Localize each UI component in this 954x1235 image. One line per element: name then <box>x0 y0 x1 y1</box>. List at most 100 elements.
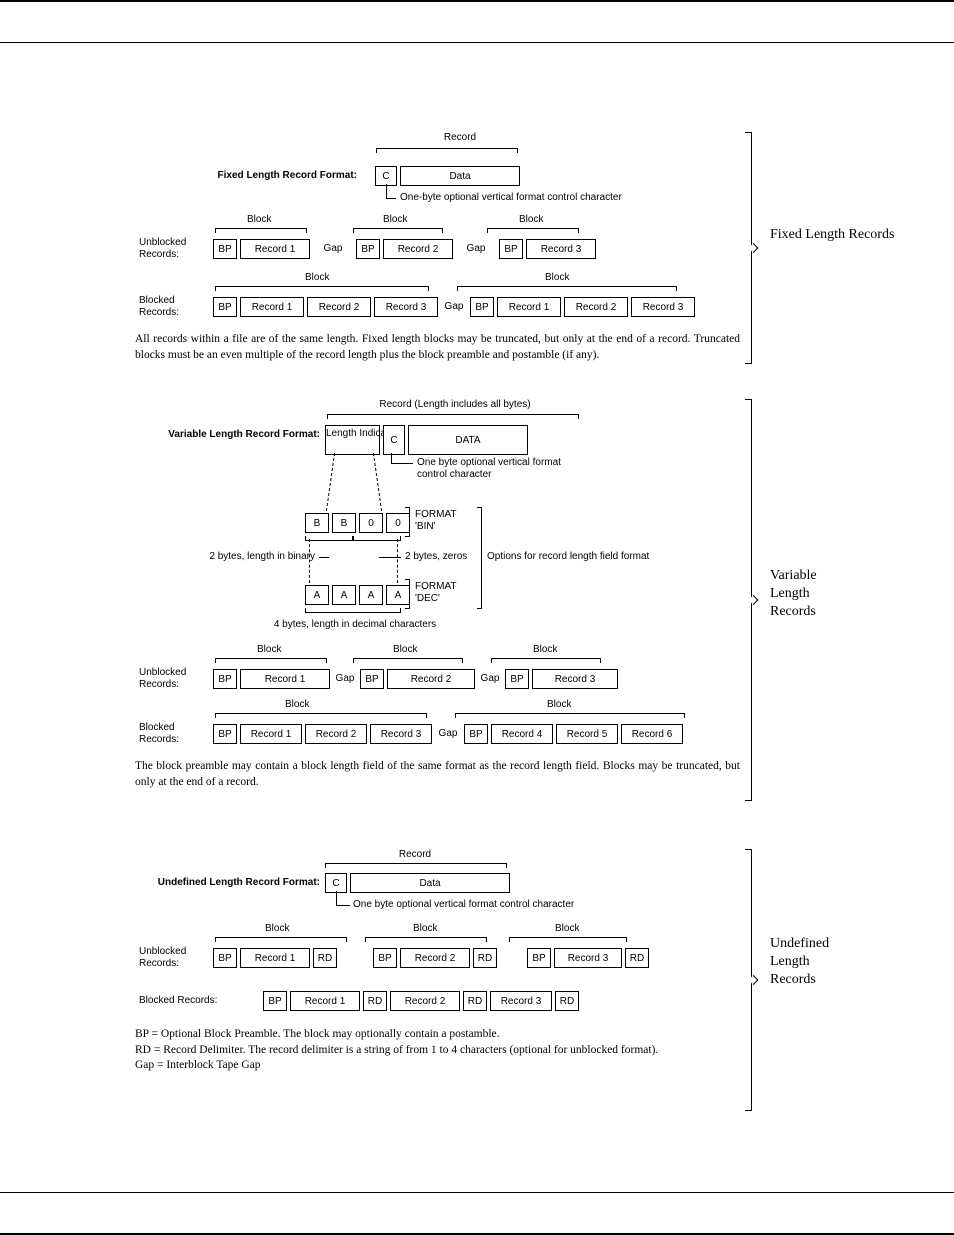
section-variable: Record (Length includes all bytes) Varia… <box>135 399 935 837</box>
record-brace-label: Record <box>390 849 440 860</box>
block-label: Block <box>257 644 281 655</box>
cell-r2: Record 2 <box>400 948 470 968</box>
cell-r3: Record 3 <box>370 724 432 744</box>
cell-r3: Record 3 <box>490 991 552 1011</box>
blocked-label: Blocked Records: <box>139 995 259 1006</box>
cell-bp: BP <box>464 724 488 744</box>
cell-rd: RD <box>555 991 579 1011</box>
blocked-label: Blocked Records: <box>139 722 207 746</box>
cell-rd: RD <box>473 948 497 968</box>
one-byte-note: One-byte optional vertical format contro… <box>400 192 622 203</box>
variable-paragraph: The block preamble may contain a block l… <box>135 759 740 790</box>
cell-r2: Record 2 <box>390 991 460 1011</box>
cell-r2: Record 2 <box>307 297 371 317</box>
cell-r1: Record 1 <box>240 669 330 689</box>
section-brace <box>745 399 752 801</box>
cell-bp: BP <box>356 239 380 259</box>
cell-gap: Gap <box>441 297 467 317</box>
diagram-content: Record Fixed Length Record Format: C Dat… <box>135 132 935 1129</box>
cell-bp: BP <box>527 948 551 968</box>
cell-r1: Record 1 <box>240 239 310 259</box>
block-label: Block <box>545 272 569 283</box>
legend-line: BP = Optional Block Preamble. The block … <box>135 1027 745 1043</box>
cell-r3: Record 3 <box>532 669 618 689</box>
fixed-paragraph: All records within a file are of the sam… <box>135 332 740 363</box>
cell-0: 0 <box>359 513 383 533</box>
cell-r3: Record 3 <box>374 297 438 317</box>
one-byte-note-u: One byte optional vertical format contro… <box>353 899 574 910</box>
format-bin: FORMAT 'BIN' <box>415 509 475 533</box>
page: Record Fixed Length Record Format: C Dat… <box>0 0 954 1235</box>
record-brace-label: Record <box>425 132 495 143</box>
cell-data: Data <box>350 873 510 893</box>
cell-gap: Gap <box>478 669 502 689</box>
cell-rd: RD <box>313 948 337 968</box>
variable-title: Variable Length Records <box>770 567 817 622</box>
cell-A: A <box>305 585 329 605</box>
format-dec: FORMAT 'DEC' <box>415 581 475 605</box>
cell-rd: RD <box>625 948 649 968</box>
section-fixed: Record Fixed Length Record Format: C Dat… <box>135 132 935 387</box>
section-brace <box>745 132 752 364</box>
variable-format-label: Variable Length Record Format: <box>155 429 320 440</box>
cell-r6: Record 6 <box>621 724 683 744</box>
unblocked-label: Unblocked Records: <box>139 946 207 970</box>
cell-data: DATA <box>408 425 528 455</box>
cell-bp: BP <box>470 297 494 317</box>
block-label: Block <box>383 214 407 225</box>
cell-gap: Gap <box>456 239 496 259</box>
section-brace <box>745 849 752 1111</box>
legend: BP = Optional Block Preamble. The block … <box>135 1027 745 1074</box>
cell-length-ind: Length Indicator <box>325 425 380 455</box>
record-brace <box>376 148 518 153</box>
cell-r1: Record 1 <box>240 724 302 744</box>
cell-r1: Record 1 <box>240 297 304 317</box>
cell-r4: Record 4 <box>491 724 553 744</box>
cell-c: C <box>375 166 397 186</box>
cell-bp: BP <box>505 669 529 689</box>
block-label: Block <box>413 923 437 934</box>
undefined-title: Undefined Length Records <box>770 935 829 990</box>
block-label: Block <box>533 644 557 655</box>
cell-bp: BP <box>360 669 384 689</box>
cell-gap: Gap <box>313 239 353 259</box>
cell-c: C <box>325 873 347 893</box>
cell-r1: Record 1 <box>290 991 360 1011</box>
cell-B: B <box>332 513 356 533</box>
cell-r3: Record 3 <box>631 297 695 317</box>
fixed-title: Fixed Length Records <box>770 226 894 244</box>
blocked-label: Blocked Records: <box>139 295 207 319</box>
cell-bp: BP <box>263 991 287 1011</box>
block-label: Block <box>305 272 329 283</box>
cell-bp: BP <box>499 239 523 259</box>
four-bytes-dec: 4 bytes, length in decimal characters <box>265 619 445 630</box>
cell-r3: Record 3 <box>554 948 622 968</box>
cell-A: A <box>332 585 356 605</box>
cell-bp: BP <box>213 297 237 317</box>
cell-r5: Record 5 <box>556 724 618 744</box>
block-label: Block <box>555 923 579 934</box>
cell-r2: Record 2 <box>387 669 475 689</box>
unblocked-label: Unblocked Records: <box>139 667 207 691</box>
block-label: Block <box>519 214 543 225</box>
two-bytes-zeros: 2 bytes, zeros <box>405 551 467 562</box>
block-label: Block <box>265 923 289 934</box>
cell-bp: BP <box>213 724 237 744</box>
cell-bp: BP <box>213 239 237 259</box>
two-bytes-bin: 2 bytes, length in binary <box>165 551 315 562</box>
undefined-format-label: Undefined Length Record Format: <box>135 877 320 888</box>
cell-B: B <box>305 513 329 533</box>
legend-line: RD = Record Delimiter. The record delimi… <box>135 1043 745 1059</box>
cell-bp: BP <box>373 948 397 968</box>
cell-r2: Record 2 <box>383 239 453 259</box>
cell-rd: RD <box>363 991 387 1011</box>
cell-bp: BP <box>213 669 237 689</box>
cell-gap: Gap <box>435 724 461 744</box>
block-label: Block <box>547 699 571 710</box>
cell-r3: Record 3 <box>526 239 596 259</box>
block-label: Block <box>285 699 309 710</box>
cell-c: C <box>383 425 405 455</box>
unblocked-label: Unblocked Records: <box>139 237 207 261</box>
cell-bp: BP <box>213 948 237 968</box>
blank-gap <box>340 948 370 968</box>
